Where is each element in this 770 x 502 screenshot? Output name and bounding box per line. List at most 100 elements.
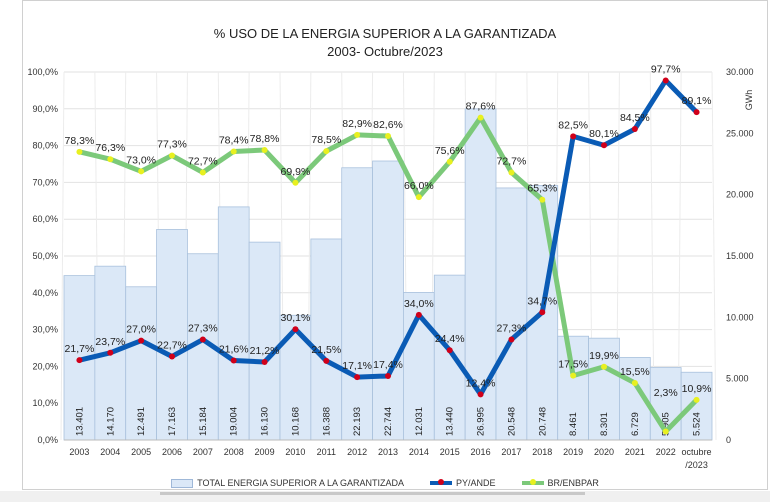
data-label-br-enbpar: 72,7% xyxy=(188,155,218,167)
y-left-tick-label: 40,0% xyxy=(32,288,58,298)
data-point-marker xyxy=(693,396,700,403)
data-point-marker xyxy=(415,194,422,201)
bar-value-label: 13.401 xyxy=(74,407,85,436)
data-label-br-enbpar: 77,3% xyxy=(157,139,187,151)
x-tick-label: octubre xyxy=(682,447,712,457)
data-point-marker xyxy=(199,336,206,343)
data-label-br-enbpar: 78,4% xyxy=(219,134,249,146)
data-point-marker xyxy=(631,126,638,133)
y-left-tick-label: 70,0% xyxy=(32,177,58,187)
data-label-py-ande: 27,3% xyxy=(188,323,218,335)
data-point-marker xyxy=(508,169,515,176)
data-label-py-ande: 97,7% xyxy=(651,63,681,75)
data-label-py-ande: 12,4% xyxy=(466,377,496,389)
data-point-marker xyxy=(169,152,175,159)
y-right-axis-label: GWh xyxy=(744,90,754,111)
x-tick-label: 2017 xyxy=(501,447,521,457)
bar xyxy=(464,108,497,441)
x-tick-label: 2007 xyxy=(193,447,213,457)
x-tick-label: 2004 xyxy=(100,447,120,457)
data-label-py-ande: 89,1% xyxy=(682,95,712,107)
data-label-py-ande: 34,7% xyxy=(527,295,557,307)
data-point-marker xyxy=(508,336,515,343)
bar-value-label: 22.744 xyxy=(383,407,394,436)
data-label-br-enbpar: 75,6% xyxy=(435,145,465,157)
bar xyxy=(217,206,250,441)
y-right-tick-label: 5.000 xyxy=(726,374,749,384)
x-tick-label: 2021 xyxy=(625,447,645,457)
data-point-marker xyxy=(230,357,237,364)
y-left-tick-label: 50,0% xyxy=(32,251,58,261)
data-point-marker xyxy=(261,147,268,154)
data-label-br-enbpar: 76,3% xyxy=(95,142,125,154)
bar xyxy=(372,160,404,441)
data-label-py-ande: 21,2% xyxy=(250,345,280,357)
bar-value-label: 20.748 xyxy=(537,407,548,436)
bar-value-label: 20.548 xyxy=(506,407,517,436)
data-label-br-enbpar: 66,0% xyxy=(404,180,434,192)
data-point-marker xyxy=(601,363,607,370)
horizontal-scrollbar[interactable] xyxy=(0,491,770,502)
data-label-py-ande: 21,5% xyxy=(311,344,341,356)
bar-value-label: 14.170 xyxy=(105,407,116,436)
y-left-tick-label: 30,0% xyxy=(32,325,58,335)
legend: TOTAL ENERGIA SUPERIOR A LA GARANTIZADA … xyxy=(0,478,770,488)
data-label-br-enbpar: 10,9% xyxy=(682,383,712,395)
data-point-marker xyxy=(261,358,268,365)
y-left-tick-label: 90,0% xyxy=(32,104,58,114)
data-label-br-enbpar: 78,8% xyxy=(250,133,280,145)
data-label-py-ande: 21,6% xyxy=(219,344,249,356)
data-point-marker xyxy=(570,372,577,379)
x-tick-label: 2020 xyxy=(594,447,614,457)
data-label-py-ande: 17,4% xyxy=(373,359,403,371)
data-point-marker xyxy=(601,142,607,149)
bar xyxy=(125,286,157,441)
y-left-tick-label: 20,0% xyxy=(32,361,58,371)
data-point-marker xyxy=(199,169,206,176)
x-tick-label: 2008 xyxy=(224,447,244,457)
data-point-marker xyxy=(138,168,145,175)
data-label-br-enbpar: 15,5% xyxy=(620,366,650,378)
y-right-tick-label: 20.000 xyxy=(726,190,754,200)
bar-value-label: 15.184 xyxy=(198,407,209,436)
x-tick-label: 2016 xyxy=(471,447,491,457)
data-point-marker xyxy=(570,133,577,140)
gridline-v xyxy=(711,71,717,441)
data-point-marker xyxy=(292,179,299,186)
bar-value-label: 8.301 xyxy=(599,412,610,436)
data-point-marker xyxy=(631,379,638,386)
data-point-marker xyxy=(693,109,700,116)
data-point-marker xyxy=(446,158,453,165)
x-tick-label: 2010 xyxy=(285,447,305,457)
y-right-tick-label: 15.000 xyxy=(726,251,754,261)
bar xyxy=(588,337,620,441)
data-label-py-ande: 24,4% xyxy=(435,333,465,345)
data-label-py-ande: 27,3% xyxy=(497,323,527,335)
bar-value-label: 16.388 xyxy=(321,407,332,436)
x-tick-label: 2022 xyxy=(656,447,676,457)
data-point-marker xyxy=(138,337,145,344)
y-left-tick-label: 60,0% xyxy=(32,214,58,224)
x-tick-label: 2011 xyxy=(317,447,336,457)
legend-item-br-enbpar: BR/ENBPAR xyxy=(521,478,599,488)
gridline-v xyxy=(60,71,65,441)
data-point-marker xyxy=(230,148,237,155)
data-point-marker xyxy=(354,131,361,138)
x-tick-label: 2015 xyxy=(440,447,460,457)
data-label-py-ande: 84,5% xyxy=(620,112,650,124)
data-point-marker xyxy=(292,326,299,333)
data-label-br-enbpar: 2,3% xyxy=(654,387,678,399)
bar-value-label: 26.995 xyxy=(476,407,487,436)
data-point-marker xyxy=(169,353,175,360)
legend-label-total: TOTAL ENERGIA SUPERIOR A LA GARANTIZADA xyxy=(197,478,404,488)
data-label-py-ande: 82,5% xyxy=(558,119,588,131)
x-tick-label: 2018 xyxy=(532,447,552,457)
data-point-marker xyxy=(354,374,361,381)
y-left-tick-label: 80,0% xyxy=(32,141,58,151)
scrollbar-thumb[interactable] xyxy=(160,492,585,495)
y-left-tick-label: 10,0% xyxy=(32,398,58,408)
bar-value-label: 13.440 xyxy=(445,407,456,436)
data-label-py-ande: 27,0% xyxy=(126,324,156,336)
bar-value-label: 10.168 xyxy=(290,407,301,436)
